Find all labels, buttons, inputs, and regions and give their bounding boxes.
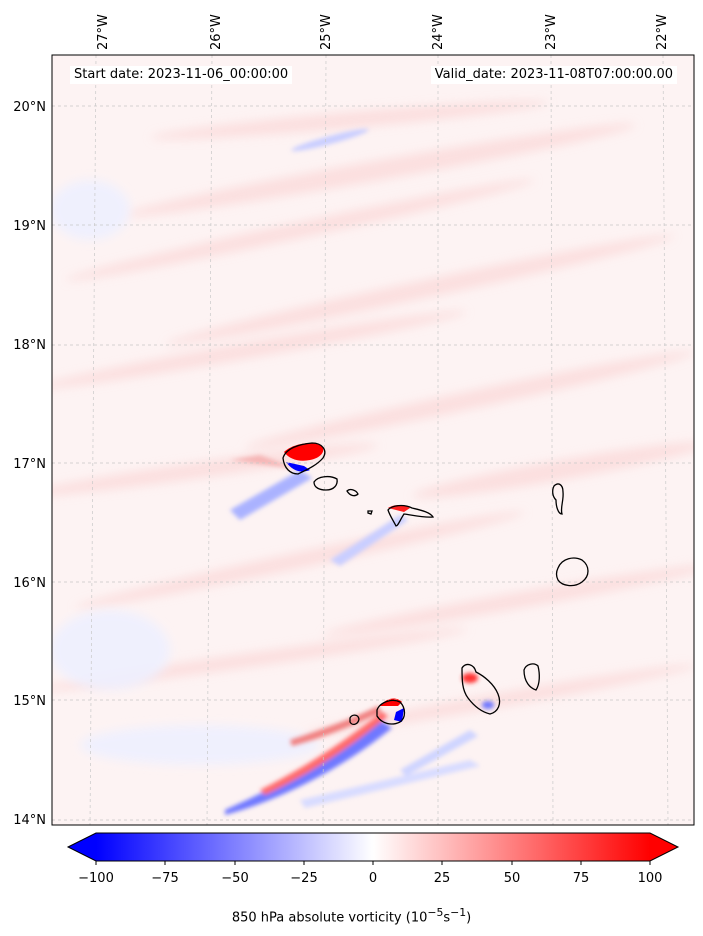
island-santo-antao bbox=[282, 442, 326, 475]
island-brava bbox=[349, 714, 360, 726]
lat-tick-label: 15°N bbox=[13, 694, 46, 709]
island-sao-nicolau bbox=[387, 504, 435, 527]
colorbar-tick-label: −100 bbox=[78, 871, 114, 886]
colorbar-gradient bbox=[96, 833, 650, 861]
colorbar: −100 −75 −50 −25 0 25 50 75 100 bbox=[66, 832, 680, 886]
colorbar-label: 850 hPa absolute vorticity (10−5s−1) bbox=[0, 906, 703, 925]
lon-tick-label: 27°W bbox=[96, 14, 111, 50]
island-sao-vicente bbox=[313, 475, 338, 491]
lon-tick-label: 25°W bbox=[319, 14, 334, 50]
valid-date-label: Valid_date: 2023-11-08T07:00:00.00 bbox=[430, 66, 677, 84]
colorbar-max-extend bbox=[650, 833, 678, 861]
colorbar-tick-label: 50 bbox=[504, 871, 521, 886]
lon-tick-label: 22°W bbox=[655, 14, 670, 50]
island-santa-luzia bbox=[346, 488, 359, 497]
island-fogo bbox=[376, 699, 406, 725]
colorbar-tick-label: 100 bbox=[638, 871, 663, 886]
vorticity-weak-negative-patches bbox=[52, 180, 320, 765]
colorbar-tick-label: 25 bbox=[434, 871, 451, 886]
colorbar-label-unit: s bbox=[443, 910, 451, 926]
colorbar-min-extend bbox=[68, 833, 96, 861]
map-frame bbox=[51, 54, 695, 826]
map-gridlines bbox=[52, 55, 694, 825]
lat-tick-label: 18°N bbox=[13, 338, 46, 353]
colorbar-label-exponent: −1 bbox=[450, 906, 467, 919]
lon-tick-label: 23°W bbox=[544, 14, 559, 50]
longitude-labels: 27°W 26°W 25°W 24°W 23°W 22°W bbox=[96, 14, 670, 50]
lat-tick-label: 17°N bbox=[13, 457, 46, 472]
lon-tick-label: 24°W bbox=[431, 14, 446, 50]
lat-tick-label: 19°N bbox=[13, 219, 46, 234]
colorbar-label-exponent: −5 bbox=[427, 906, 444, 919]
island-maio bbox=[523, 663, 540, 691]
lat-tick-label: 20°N bbox=[13, 100, 46, 115]
colorbar-ticks bbox=[95, 861, 651, 865]
colorbar-tick-label: 0 bbox=[369, 871, 377, 886]
start-date-label: Start date: 2023-11-06_00:00:00 bbox=[70, 66, 293, 84]
island-wake-features bbox=[225, 128, 494, 815]
colorbar-tick-label: −25 bbox=[290, 871, 317, 886]
colorbar-label-text: 850 hPa absolute vorticity (10 bbox=[231, 910, 428, 926]
island-sal bbox=[552, 483, 564, 515]
latitude-labels: 20°N 19°N 18°N 17°N 16°N 15°N 14°N bbox=[13, 100, 46, 828]
colorbar-tick-label: 75 bbox=[573, 871, 590, 886]
colorbar-label-close: ) bbox=[466, 910, 472, 926]
island-boa-vista bbox=[555, 557, 589, 587]
colorbar-tick-label: −50 bbox=[221, 871, 248, 886]
vorticity-field-background bbox=[52, 55, 694, 825]
lat-tick-label: 16°N bbox=[13, 576, 46, 591]
map-panel bbox=[52, 55, 694, 825]
island-branco bbox=[367, 510, 373, 515]
lat-tick-label: 14°N bbox=[13, 813, 46, 828]
island-coastlines bbox=[282, 442, 589, 726]
colorbar-tick-label: −75 bbox=[151, 871, 178, 886]
colorbar-tick-labels: −100 −75 −50 −25 0 25 50 75 100 bbox=[78, 871, 662, 886]
lon-tick-label: 26°W bbox=[209, 14, 224, 50]
island-santiago bbox=[461, 663, 501, 715]
